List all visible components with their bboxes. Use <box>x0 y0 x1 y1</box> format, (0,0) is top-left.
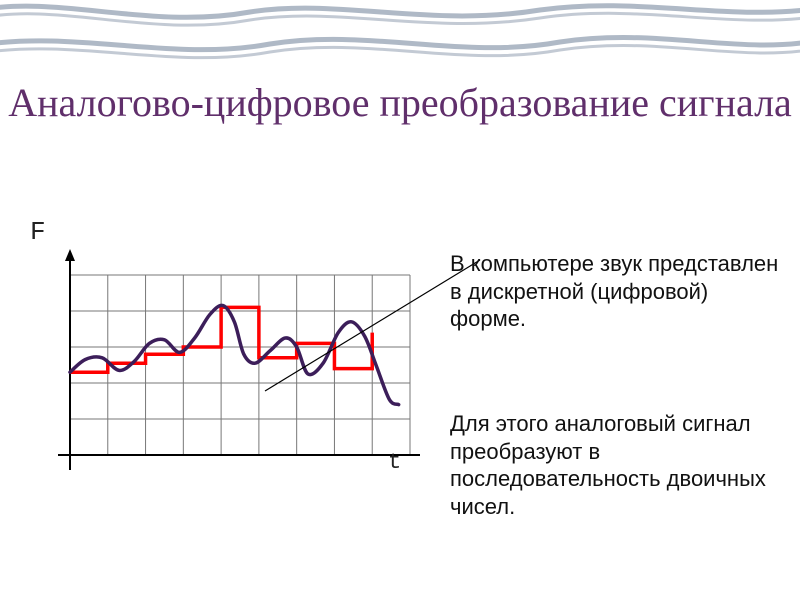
adc-chart: F t <box>30 235 420 495</box>
x-axis-label: t <box>388 450 401 475</box>
chart-svg <box>30 235 420 495</box>
paragraph-1: В компьютере звук представлен в дискретн… <box>450 250 780 333</box>
page-title: Аналогово-цифровое преобразование сигнал… <box>0 80 800 126</box>
top-decor <box>0 0 800 70</box>
paragraph-2: Для этого аналоговый сигнал преобразуют … <box>450 410 780 520</box>
y-axis-label: F <box>30 217 46 247</box>
